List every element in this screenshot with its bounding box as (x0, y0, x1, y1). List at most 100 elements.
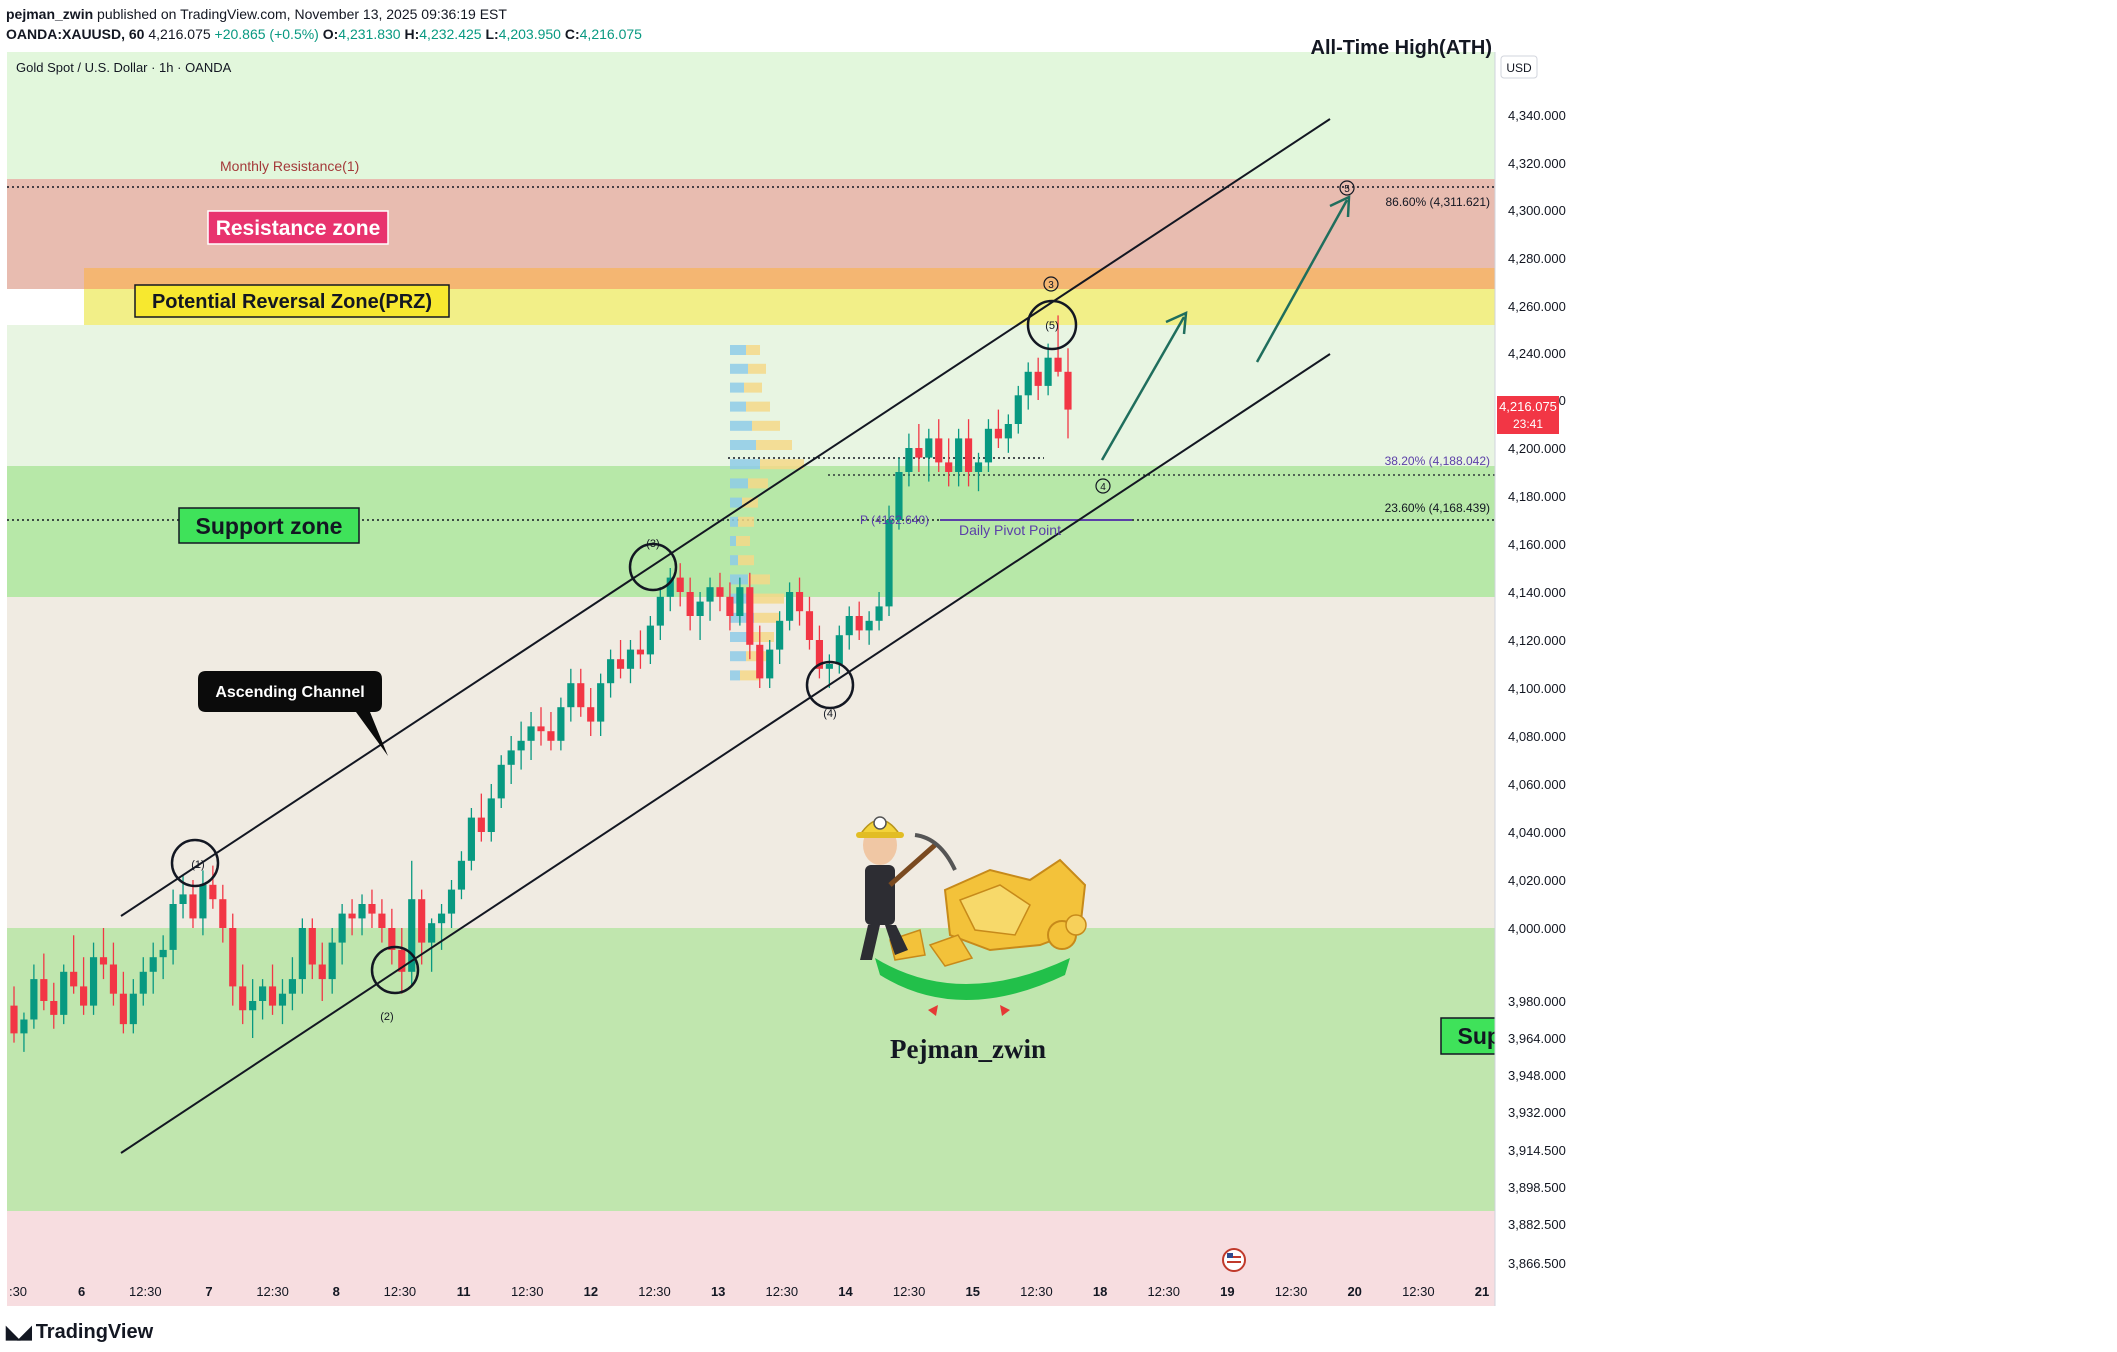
time-tick-label: 11 (457, 1284, 471, 1299)
candle (318, 942, 326, 1001)
candle (895, 457, 903, 530)
candle (756, 625, 764, 688)
tradingview-mark-icon: ◣◢ (6, 1321, 32, 1342)
candle (129, 979, 137, 1034)
candle (935, 419, 943, 472)
candle (358, 894, 366, 936)
volume-profile-row (730, 497, 758, 508)
publisher-name[interactable]: pejman_zwin (6, 6, 94, 22)
time-tick-label: 20 (1347, 1284, 1361, 1299)
price-tick-label: 4,320.000 (1508, 156, 1566, 171)
price-change: +20.865 (+0.5%) (214, 26, 319, 42)
candle (1024, 362, 1032, 410)
time-tick-label: 12:30 (1147, 1284, 1180, 1299)
candle (89, 942, 98, 1015)
candle (209, 865, 217, 909)
volume-profile-row (730, 632, 774, 642)
resistance-zone-label: Resistance zone (216, 217, 381, 240)
currency-box[interactable]: USD (1500, 55, 1538, 79)
candle (517, 721, 525, 770)
candle (676, 563, 684, 607)
wave-c3-text: 3 (1048, 280, 1054, 291)
candle (298, 918, 306, 994)
candle (487, 784, 495, 842)
channel-lower-line[interactable] (120, 353, 1331, 1154)
us-flag-icon[interactable] (1222, 1248, 1246, 1272)
wave5-circle[interactable] (1026, 299, 1078, 351)
volume-profile-row (730, 382, 762, 393)
candle (716, 572, 724, 612)
time-tick-label: 12:30 (766, 1284, 799, 1299)
time-tick-label: 13 (711, 1284, 725, 1299)
candle (984, 419, 993, 472)
wave2-label: (2) (380, 1011, 393, 1023)
candle (149, 942, 157, 994)
time-tick-label: 12:30 (384, 1284, 417, 1299)
ath-label: All-Time High(ATH) (1311, 37, 1492, 59)
channel-upper-line[interactable] (120, 118, 1331, 917)
candle (994, 409, 1002, 448)
candle (567, 668, 575, 722)
fib-866-label: 86.60% (4,311.621) (1385, 195, 1490, 209)
prz-top-band (84, 268, 1495, 289)
author-watermark: Pejman_zwin (890, 1034, 1046, 1064)
wave-c3-marker (1043, 276, 1059, 292)
chart-title: Gold Spot / U.S. Dollar · 1h · OANDA (16, 60, 232, 75)
ascending-channel-label: Ascending Channel (215, 684, 364, 701)
candle (278, 979, 287, 1025)
bottom-pink-band (7, 1211, 1495, 1306)
wave1-circle[interactable] (170, 838, 220, 888)
o-value: 4,231.830 (338, 26, 401, 42)
candle (805, 596, 814, 650)
candle (60, 964, 68, 1025)
volume-profile-row (730, 612, 780, 623)
price-axis[interactable] (1495, 52, 2117, 1314)
price-tick-label: 4,240.000 (1508, 346, 1566, 361)
candle (547, 712, 555, 751)
candle (109, 942, 118, 1006)
projection-arrow-2 (1255, 194, 1351, 363)
time-tick-label: 19 (1220, 1284, 1234, 1299)
price-tick-label: 4,100.000 (1508, 681, 1566, 696)
candle (338, 904, 346, 965)
candle (467, 808, 475, 871)
candle (20, 1012, 28, 1052)
time-tick-label: 12:30 (1402, 1284, 1435, 1299)
candle (616, 640, 625, 679)
time-axis[interactable] (0, 1306, 1495, 1314)
candle (229, 913, 237, 1006)
candle (527, 712, 535, 760)
price-tick-label: 4,040.000 (1508, 825, 1566, 840)
price-tick-label: 3,898.500 (1508, 1180, 1566, 1195)
candle (964, 419, 973, 487)
wave4-circle[interactable] (805, 660, 855, 710)
candle (169, 889, 177, 965)
candle (855, 601, 863, 640)
price-tick-label: 4,060.000 (1508, 777, 1566, 792)
time-tick-label: 12:30 (893, 1284, 926, 1299)
candle (845, 606, 853, 650)
h-label: H: (404, 26, 420, 42)
price-tick-label: 4,180.000 (1508, 489, 1566, 504)
wave3-circle[interactable] (628, 542, 678, 592)
candle (905, 433, 913, 487)
candle (766, 640, 774, 688)
candle (746, 572, 754, 660)
candle (70, 935, 78, 994)
price-tick-label: 4,160.000 (1508, 537, 1566, 552)
price-tick-label: 4,000.000 (1508, 921, 1566, 936)
price-tick-label: 3,932.000 (1508, 1105, 1566, 1120)
wave2-circle[interactable] (370, 945, 420, 995)
c-value: 4,216.075 (579, 26, 642, 42)
candle (1014, 385, 1022, 434)
wave-c4-marker (1095, 478, 1111, 494)
volume-profile-row (730, 478, 768, 489)
tradingview-logo[interactable]: ◣◢ TradingView (6, 1318, 153, 1346)
candle (40, 953, 48, 1011)
price-tick-label: 4,340.000 (1508, 108, 1566, 123)
wave-c5-marker (1339, 180, 1355, 196)
volume-profile-row (730, 574, 770, 585)
price-tick-label: 3,882.500 (1508, 1217, 1566, 1232)
monthly-resistance-label: Monthly Resistance(1) (220, 158, 359, 174)
